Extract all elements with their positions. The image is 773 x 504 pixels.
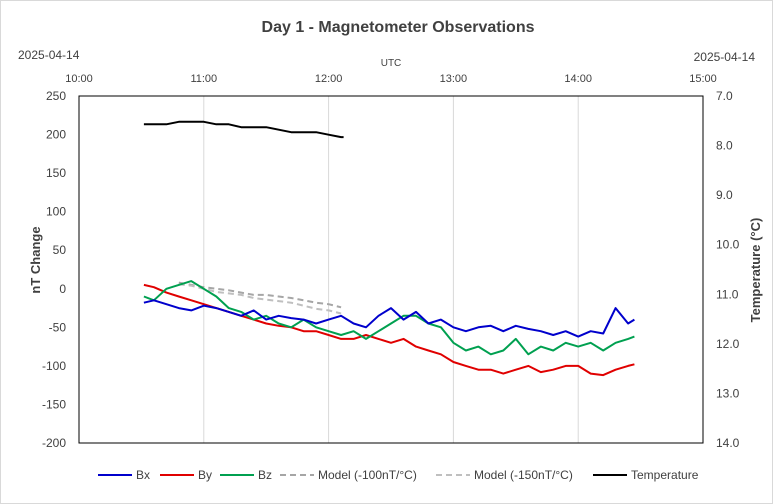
x-tick-label: 14:00 [564, 73, 592, 85]
series-line-model-150nt-c [178, 283, 342, 315]
y-left-tick-label: -50 [49, 320, 67, 334]
gridlines [203, 96, 579, 443]
series-line-model-100nt-c [178, 281, 342, 309]
y-left-tick-label: 100 [46, 205, 66, 219]
date-right: 2025-04-14 [694, 50, 756, 64]
legend-label: Bz [258, 468, 272, 482]
y-left-axis-label: nT Change [28, 226, 43, 293]
y-left-tick-label: -150 [42, 397, 66, 411]
y-right-tick-label: 11.0 [716, 287, 739, 301]
x-tick-label: 12:00 [315, 73, 343, 85]
y-right-tick-label: 8.0 [716, 139, 733, 153]
y-right-axis-label: Temperature (°C) [748, 218, 763, 323]
y-left-tick-label: 200 [46, 128, 66, 142]
y-right-tick-labels: 7.0 8.0 9.0 10.0 11.0 12.0 13.0 14.0 [716, 89, 740, 450]
series-line-temperature [143, 120, 344, 139]
legend-label: Bx [136, 468, 150, 482]
legend-label: Model (-150nT/°C) [474, 468, 573, 482]
y-right-tick-label: 7.0 [716, 89, 733, 103]
y-left-tick-label: 50 [53, 243, 67, 257]
legend: Bx By Bz Model (-100nT/°C) Model (-150nT/°C)… [98, 468, 699, 482]
x-tick-label: 10:00 [65, 73, 93, 85]
plot-area [78, 95, 704, 444]
y-right-tick-label: 9.0 [716, 188, 733, 202]
x-tick-label: 13:00 [440, 73, 468, 85]
y-left-tick-label: -200 [42, 436, 66, 450]
series-line-bx [143, 299, 635, 338]
y-left-tick-label: 150 [46, 166, 66, 180]
x-tick-labels: 10:00 11:00 12:00 13:00 14:00 15:00 [65, 73, 717, 85]
x-axis-title: UTC [381, 58, 402, 69]
y-right-tick-label: 13.0 [716, 386, 740, 400]
series-line-bz [143, 280, 635, 356]
y-right-tick-label: 12.0 [716, 337, 740, 351]
series-lines [143, 120, 635, 377]
legend-label: By [198, 468, 212, 482]
y-left-tick-label: 0 [59, 282, 66, 296]
y-left-tick-label: 250 [46, 89, 66, 103]
x-tick-label: 15:00 [689, 73, 717, 85]
legend-label: Temperature [631, 468, 699, 482]
y-right-tick-label: 10.0 [716, 238, 740, 252]
date-left: 2025-04-14 [18, 48, 80, 62]
chart-title: Day 1 - Magnetometer Observations [262, 19, 535, 36]
y-left-tick-labels: 250 200 150 100 50 0 -50 -100 -150 -200 [42, 89, 66, 450]
y-left-tick-label: -100 [42, 359, 66, 373]
y-right-tick-label: 14.0 [716, 436, 740, 450]
x-tick-label: 11:00 [190, 73, 217, 85]
legend-label: Model (-100nT/°C) [318, 468, 417, 482]
